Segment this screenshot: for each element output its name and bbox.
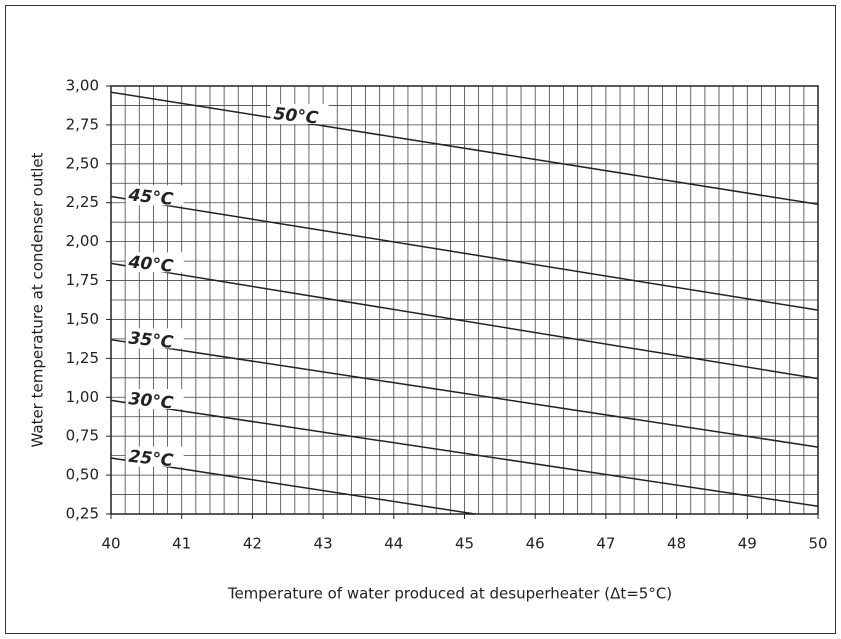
y-tick-label: 1,75 [66, 271, 99, 289]
x-tick-label: 45 [455, 535, 474, 553]
series-label-bg [125, 252, 184, 273]
x-tick-label: 44 [384, 535, 403, 553]
y-tick-label: 2,25 [66, 193, 99, 211]
series-label: 30°C [128, 389, 175, 414]
x-tick-label: 41 [172, 535, 191, 553]
series-label: 50°C [273, 104, 320, 129]
x-tick-label: 46 [526, 535, 545, 553]
x-tick-label: 40 [101, 535, 120, 553]
x-tick-label: 43 [314, 535, 333, 553]
series-label: 25°C [128, 447, 175, 472]
series-label-bg [125, 446, 184, 467]
y-axis-label: Water temperature at condenser outlet [29, 152, 47, 447]
x-tick-label: 42 [243, 535, 262, 553]
series-line [110, 262, 819, 380]
y-tick-label: 3,00 [66, 77, 99, 95]
y-tick-label: 1,50 [66, 310, 99, 328]
series-label-bg [270, 103, 329, 124]
series-label-bg [125, 328, 184, 349]
y-tick-label: 2,75 [66, 115, 99, 133]
series-label: 45°C [127, 185, 175, 210]
y-tick-label: 0,75 [66, 427, 99, 445]
x-tick-label: 48 [667, 535, 686, 553]
y-tick-label: 2,00 [66, 232, 99, 250]
x-axis-label: Temperature of water produced at desuper… [227, 585, 672, 603]
y-tick-label: 0,50 [66, 466, 99, 484]
series-line [110, 338, 819, 448]
series-line [110, 399, 819, 507]
frame [5, 5, 836, 634]
series-line [110, 457, 476, 515]
series-label-bg [125, 389, 184, 410]
series-line [110, 91, 819, 206]
y-tick-label: 0,25 [66, 505, 99, 523]
x-tick-label: 49 [738, 535, 757, 553]
x-tick-label: 50 [808, 535, 827, 553]
x-tick-label: 47 [596, 535, 615, 553]
series-label: 40°C [127, 252, 175, 277]
y-tick-label: 1,25 [66, 349, 99, 367]
y-tick-label: 2,50 [66, 154, 99, 172]
series-label-bg [125, 185, 184, 206]
y-tick-label: 1,00 [66, 388, 99, 406]
series-line [110, 195, 819, 311]
series-label: 35°C [128, 328, 175, 353]
plot-border [110, 85, 819, 515]
